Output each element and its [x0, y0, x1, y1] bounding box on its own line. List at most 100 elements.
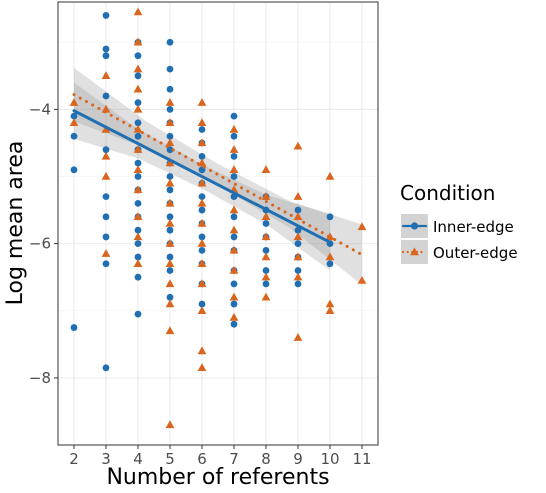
point-inner-edge: [134, 240, 142, 248]
point-outer-edge: [197, 118, 207, 127]
point-outer-edge: [101, 104, 111, 113]
point-outer-edge: [261, 165, 271, 174]
point-inner-edge: [102, 146, 110, 154]
axis-ticks: 2 3 4 5 6 7 8 9 10 11 −8 −6 −4: [29, 100, 372, 468]
point-outer-edge: [229, 245, 239, 254]
point-outer-edge: [165, 218, 175, 227]
point-outer-edge: [325, 252, 335, 261]
point-inner-edge: [134, 52, 142, 60]
point-outer-edge: [229, 225, 239, 234]
point-inner-edge: [326, 213, 334, 221]
point-outer-edge: [261, 212, 271, 221]
point-inner-edge: [134, 310, 142, 318]
point-inner-edge: [134, 226, 142, 234]
point-inner-edge: [198, 246, 206, 254]
point-inner-edge: [262, 220, 270, 227]
point-outer-edge: [101, 151, 111, 160]
point-outer-edge: [165, 158, 175, 167]
legend-label-inner-edge: Inner-edge: [433, 218, 514, 236]
data-points: [69, 7, 367, 429]
point-inner-edge: [102, 193, 110, 201]
point-outer-edge: [229, 205, 239, 214]
point-outer-edge: [165, 299, 175, 308]
x-tick-label: 5: [165, 450, 175, 468]
point-inner-edge: [262, 246, 270, 254]
point-inner-edge: [102, 213, 110, 221]
point-outer-edge: [133, 64, 143, 73]
point-inner-edge: [134, 99, 142, 107]
point-inner-edge: [134, 72, 142, 80]
point-outer-edge: [293, 232, 303, 241]
y-tick-label: −4: [29, 100, 51, 118]
point-outer-edge: [133, 212, 143, 221]
point-outer-edge: [165, 326, 175, 335]
point-outer-edge: [197, 239, 207, 247]
point-outer-edge: [133, 7, 143, 16]
point-inner-edge: [134, 173, 142, 180]
point-inner-edge: [166, 38, 174, 46]
point-outer-edge: [69, 98, 79, 106]
point-outer-edge: [197, 363, 207, 372]
point-outer-edge: [197, 138, 207, 147]
point-inner-edge: [230, 132, 238, 140]
point-inner-edge: [134, 132, 142, 140]
point-outer-edge: [229, 165, 239, 174]
point-outer-edge: [293, 252, 303, 261]
point-inner-edge: [230, 112, 238, 120]
point-inner-edge: [166, 226, 174, 234]
point-outer-edge: [133, 37, 143, 46]
x-tick-label: 2: [69, 450, 79, 468]
x-tick-label: 8: [261, 450, 271, 468]
point-inner-edge: [102, 52, 110, 60]
point-inner-edge: [198, 193, 206, 201]
fit-line-outer-edge: [72, 93, 364, 257]
legend-title: Condition: [400, 181, 495, 205]
legend: Condition Inner-edge Outer-edge: [400, 181, 518, 264]
legend-label-outer-edge: Outer-edge: [433, 244, 518, 262]
legend-keys: [401, 214, 428, 264]
point-outer-edge: [197, 98, 207, 106]
point-inner-edge: [262, 267, 270, 274]
point-inner-edge: [134, 119, 142, 127]
point-inner-edge: [326, 260, 334, 268]
point-outer-edge: [101, 249, 111, 257]
point-inner-edge: [294, 240, 302, 248]
plot-border: [57, 1, 379, 446]
point-inner-edge: [134, 253, 142, 261]
point-inner-edge: [102, 233, 110, 241]
fit-line-inner-edge: [72, 109, 332, 244]
point-outer-edge: [197, 158, 207, 167]
point-outer-edge: [261, 192, 271, 200]
confidence-band-outer-edge: [74, 67, 362, 285]
legend-key-outer-edge: [401, 240, 428, 264]
point-inner-edge: [198, 152, 206, 160]
point-outer-edge: [293, 212, 303, 221]
x-tick-label: 7: [229, 450, 239, 468]
point-inner-edge: [230, 233, 238, 241]
point-outer-edge: [293, 141, 303, 150]
x-axis-title: Number of referents: [106, 465, 329, 490]
point-inner-edge: [230, 173, 238, 180]
point-outer-edge: [357, 222, 367, 231]
point-outer-edge: [133, 259, 143, 267]
point-inner-edge: [70, 112, 78, 120]
point-inner-edge: [294, 226, 302, 234]
point-outer-edge: [197, 178, 207, 187]
x-tick-label: 9: [293, 450, 303, 468]
point-inner-edge: [166, 146, 174, 154]
point-outer-edge: [165, 259, 175, 267]
point-outer-edge: [197, 198, 207, 207]
point-outer-edge: [197, 259, 207, 267]
x-tick-label: 10: [320, 450, 339, 468]
point-inner-edge: [166, 65, 174, 73]
point-outer-edge: [133, 104, 143, 113]
point-inner-edge: [134, 273, 142, 281]
point-outer-edge: [69, 118, 79, 127]
point-inner-edge: [198, 233, 206, 241]
point-outer-edge: [133, 124, 143, 133]
y-axis-title: Log mean area: [3, 141, 28, 306]
point-outer-edge: [101, 171, 111, 180]
point-outer-edge: [229, 292, 239, 301]
point-inner-edge: [166, 186, 174, 194]
point-outer-edge: [293, 333, 303, 341]
